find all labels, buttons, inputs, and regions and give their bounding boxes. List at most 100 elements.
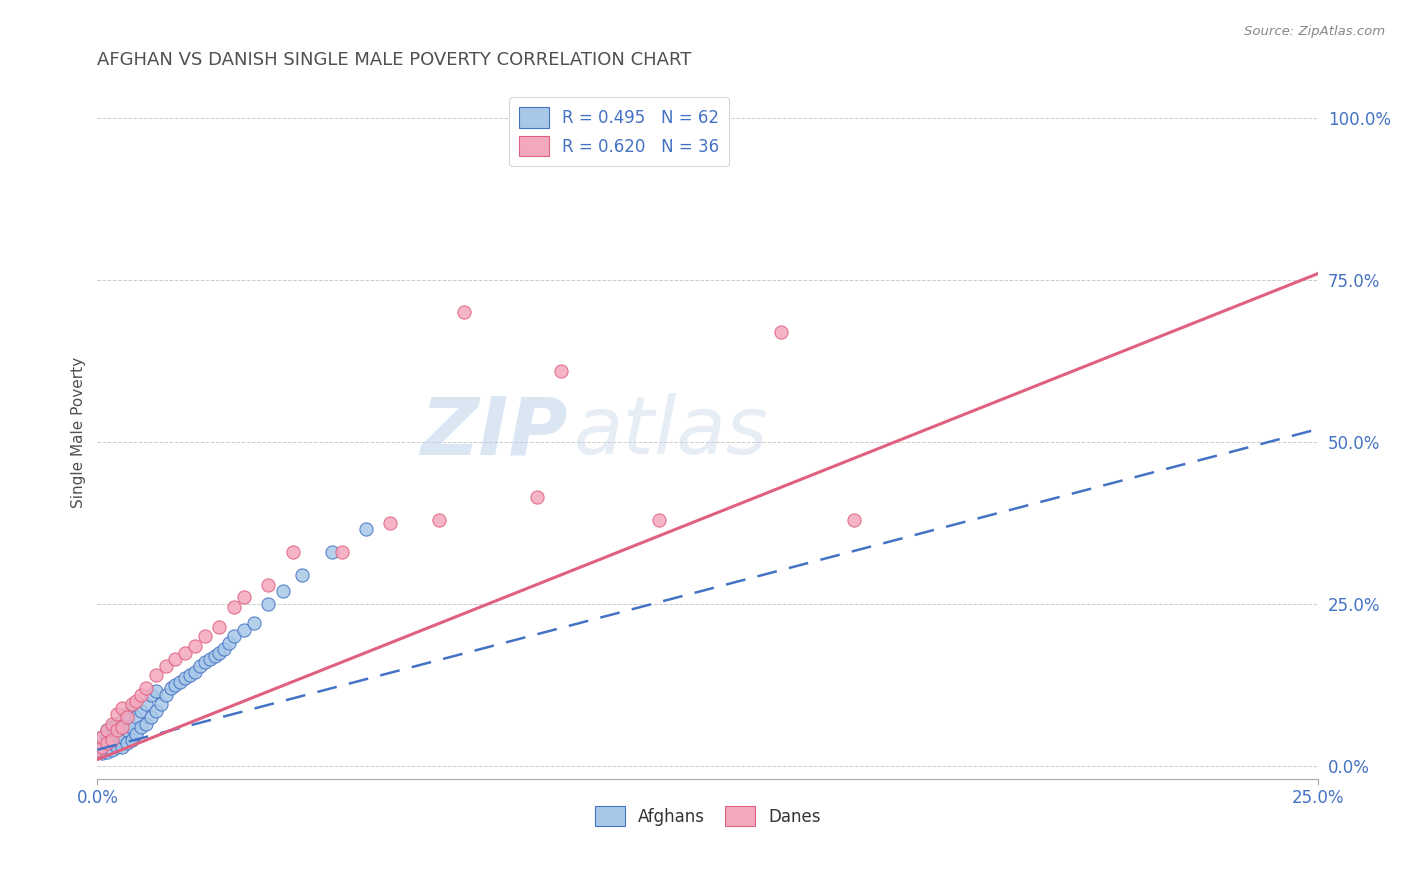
Point — [232, 623, 254, 637]
Point — [188, 658, 211, 673]
Point — [125, 694, 148, 708]
Point — [648, 513, 671, 527]
Point — [242, 616, 264, 631]
Point — [96, 736, 118, 750]
Point — [121, 720, 143, 734]
Point — [135, 698, 157, 712]
Point — [101, 743, 124, 757]
Point — [86, 743, 108, 757]
Point — [125, 710, 148, 724]
Point — [101, 731, 124, 746]
Point — [131, 720, 153, 734]
Point — [198, 652, 221, 666]
Point — [218, 636, 240, 650]
Point — [526, 490, 548, 504]
Point — [145, 704, 167, 718]
Point — [330, 545, 353, 559]
Text: atlas: atlas — [574, 393, 768, 471]
Point — [453, 305, 475, 319]
Point — [194, 629, 217, 643]
Point — [101, 733, 124, 747]
Point — [135, 681, 157, 696]
Point — [115, 707, 138, 722]
Point — [139, 710, 162, 724]
Point — [145, 668, 167, 682]
Point — [105, 716, 128, 731]
Point — [165, 652, 187, 666]
Point — [91, 730, 114, 744]
Point — [91, 730, 114, 744]
Point — [105, 733, 128, 747]
Point — [101, 736, 124, 750]
Point — [844, 513, 866, 527]
Point — [155, 658, 177, 673]
Point — [96, 723, 118, 738]
Text: AFGHAN VS DANISH SINGLE MALE POVERTY CORRELATION CHART: AFGHAN VS DANISH SINGLE MALE POVERTY COR… — [97, 51, 692, 69]
Point — [121, 700, 143, 714]
Point — [145, 684, 167, 698]
Point — [111, 700, 134, 714]
Point — [96, 723, 118, 738]
Point — [115, 710, 138, 724]
Point — [121, 698, 143, 712]
Point — [115, 723, 138, 738]
Point — [111, 739, 134, 754]
Point — [96, 730, 118, 744]
Point — [169, 674, 191, 689]
Point — [86, 739, 108, 754]
Point — [159, 681, 181, 696]
Point — [427, 513, 450, 527]
Point — [125, 726, 148, 740]
Text: ZIP: ZIP — [420, 393, 568, 471]
Point — [96, 734, 118, 748]
Point — [96, 739, 118, 754]
Point — [179, 668, 201, 682]
Point — [155, 688, 177, 702]
Point — [105, 739, 128, 754]
Point — [111, 720, 134, 734]
Point — [222, 600, 245, 615]
Point — [135, 716, 157, 731]
Point — [91, 746, 114, 760]
Point — [222, 629, 245, 643]
Y-axis label: Single Male Poverty: Single Male Poverty — [72, 357, 86, 508]
Point — [91, 739, 114, 754]
Point — [184, 665, 207, 679]
Point — [115, 736, 138, 750]
Point — [111, 730, 134, 744]
Point — [204, 648, 226, 663]
Point — [184, 639, 207, 653]
Point — [550, 364, 572, 378]
Point — [281, 545, 304, 559]
Point — [208, 646, 231, 660]
Point — [271, 584, 294, 599]
Point — [257, 597, 280, 611]
Point — [105, 723, 128, 738]
Point — [91, 736, 114, 750]
Point — [174, 646, 197, 660]
Point — [111, 714, 134, 728]
Legend: Afghans, Danes: Afghans, Danes — [588, 799, 828, 833]
Text: Source: ZipAtlas.com: Source: ZipAtlas.com — [1244, 25, 1385, 38]
Point — [105, 707, 128, 722]
Point — [380, 516, 402, 530]
Point — [165, 678, 187, 692]
Point — [91, 733, 114, 747]
Point — [139, 688, 162, 702]
Point — [174, 672, 197, 686]
Point — [321, 545, 343, 559]
Point — [354, 523, 377, 537]
Point — [257, 577, 280, 591]
Point — [291, 567, 314, 582]
Point — [770, 325, 793, 339]
Point — [101, 720, 124, 734]
Point — [131, 704, 153, 718]
Point — [214, 642, 236, 657]
Point — [105, 726, 128, 740]
Point — [131, 688, 153, 702]
Point — [232, 591, 254, 605]
Point — [86, 743, 108, 757]
Point — [121, 733, 143, 747]
Point — [96, 745, 118, 759]
Point — [194, 655, 217, 669]
